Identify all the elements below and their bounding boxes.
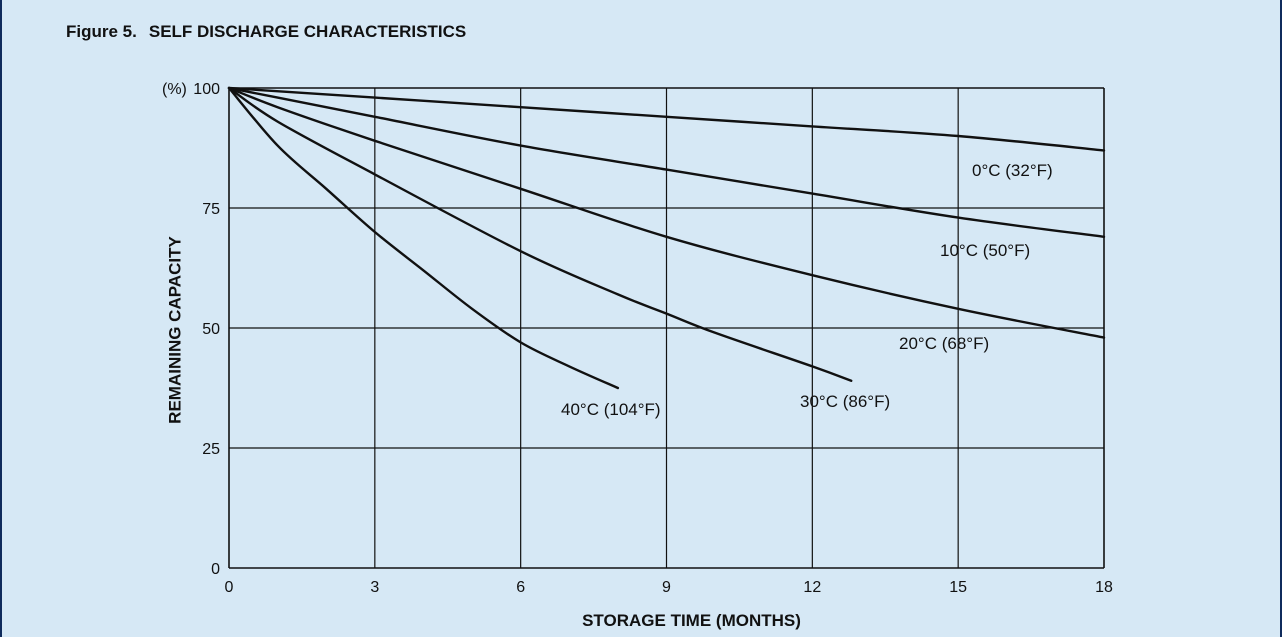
- x-tick-label: 9: [662, 579, 671, 596]
- figure-title-text: SELF DISCHARGE CHARACTERISTICS: [148, 22, 467, 41]
- x-tick-label: 6: [516, 579, 525, 596]
- series-label-3: 20°C (68°F): [899, 334, 989, 353]
- tick-labels: 0 3 6 9 12 15 18 0 25 50 75 100: [193, 81, 1113, 596]
- series-line-5: [227, 86, 620, 390]
- y-unit-label: (%): [162, 81, 187, 98]
- series-line-4: [227, 86, 853, 382]
- series-label-2: 10°C (50°F): [940, 241, 1030, 260]
- series-line-3: [227, 86, 1106, 339]
- figure-title: Figure 5. SELF DISCHARGE CHARACTERISTICS: [66, 22, 466, 42]
- x-tick-label: 12: [803, 579, 821, 596]
- y-tick-label: 0: [211, 561, 220, 578]
- x-tick-label: 15: [949, 579, 967, 596]
- series-label-1: 0°C (32°F): [972, 161, 1053, 180]
- figure-number: Figure 5.: [66, 22, 137, 41]
- series-layer: 0°C (32°F) 10°C (50°F) 20°C (68°F) 30°C (86…: [227, 86, 1106, 419]
- y-tick-label: 75: [202, 201, 220, 218]
- x-tick-label: 18: [1095, 579, 1113, 596]
- series-line-1: [227, 86, 1106, 152]
- y-axis-title: REMAINING CAPACITY: [165, 236, 184, 424]
- y-tick-label: 100: [193, 81, 220, 98]
- chart-grid: [228, 87, 1105, 569]
- x-tick-label: 0: [225, 579, 234, 596]
- x-tick-label: 3: [370, 579, 379, 596]
- series-label-5: 40°C (104°F): [561, 400, 661, 419]
- series-line-2: [227, 86, 1106, 238]
- series-label-4: 30°C (86°F): [800, 392, 890, 411]
- x-axis-title: STORAGE TIME (MONTHS): [582, 611, 801, 630]
- y-tick-label: 50: [202, 321, 220, 338]
- y-tick-label: 25: [202, 441, 220, 458]
